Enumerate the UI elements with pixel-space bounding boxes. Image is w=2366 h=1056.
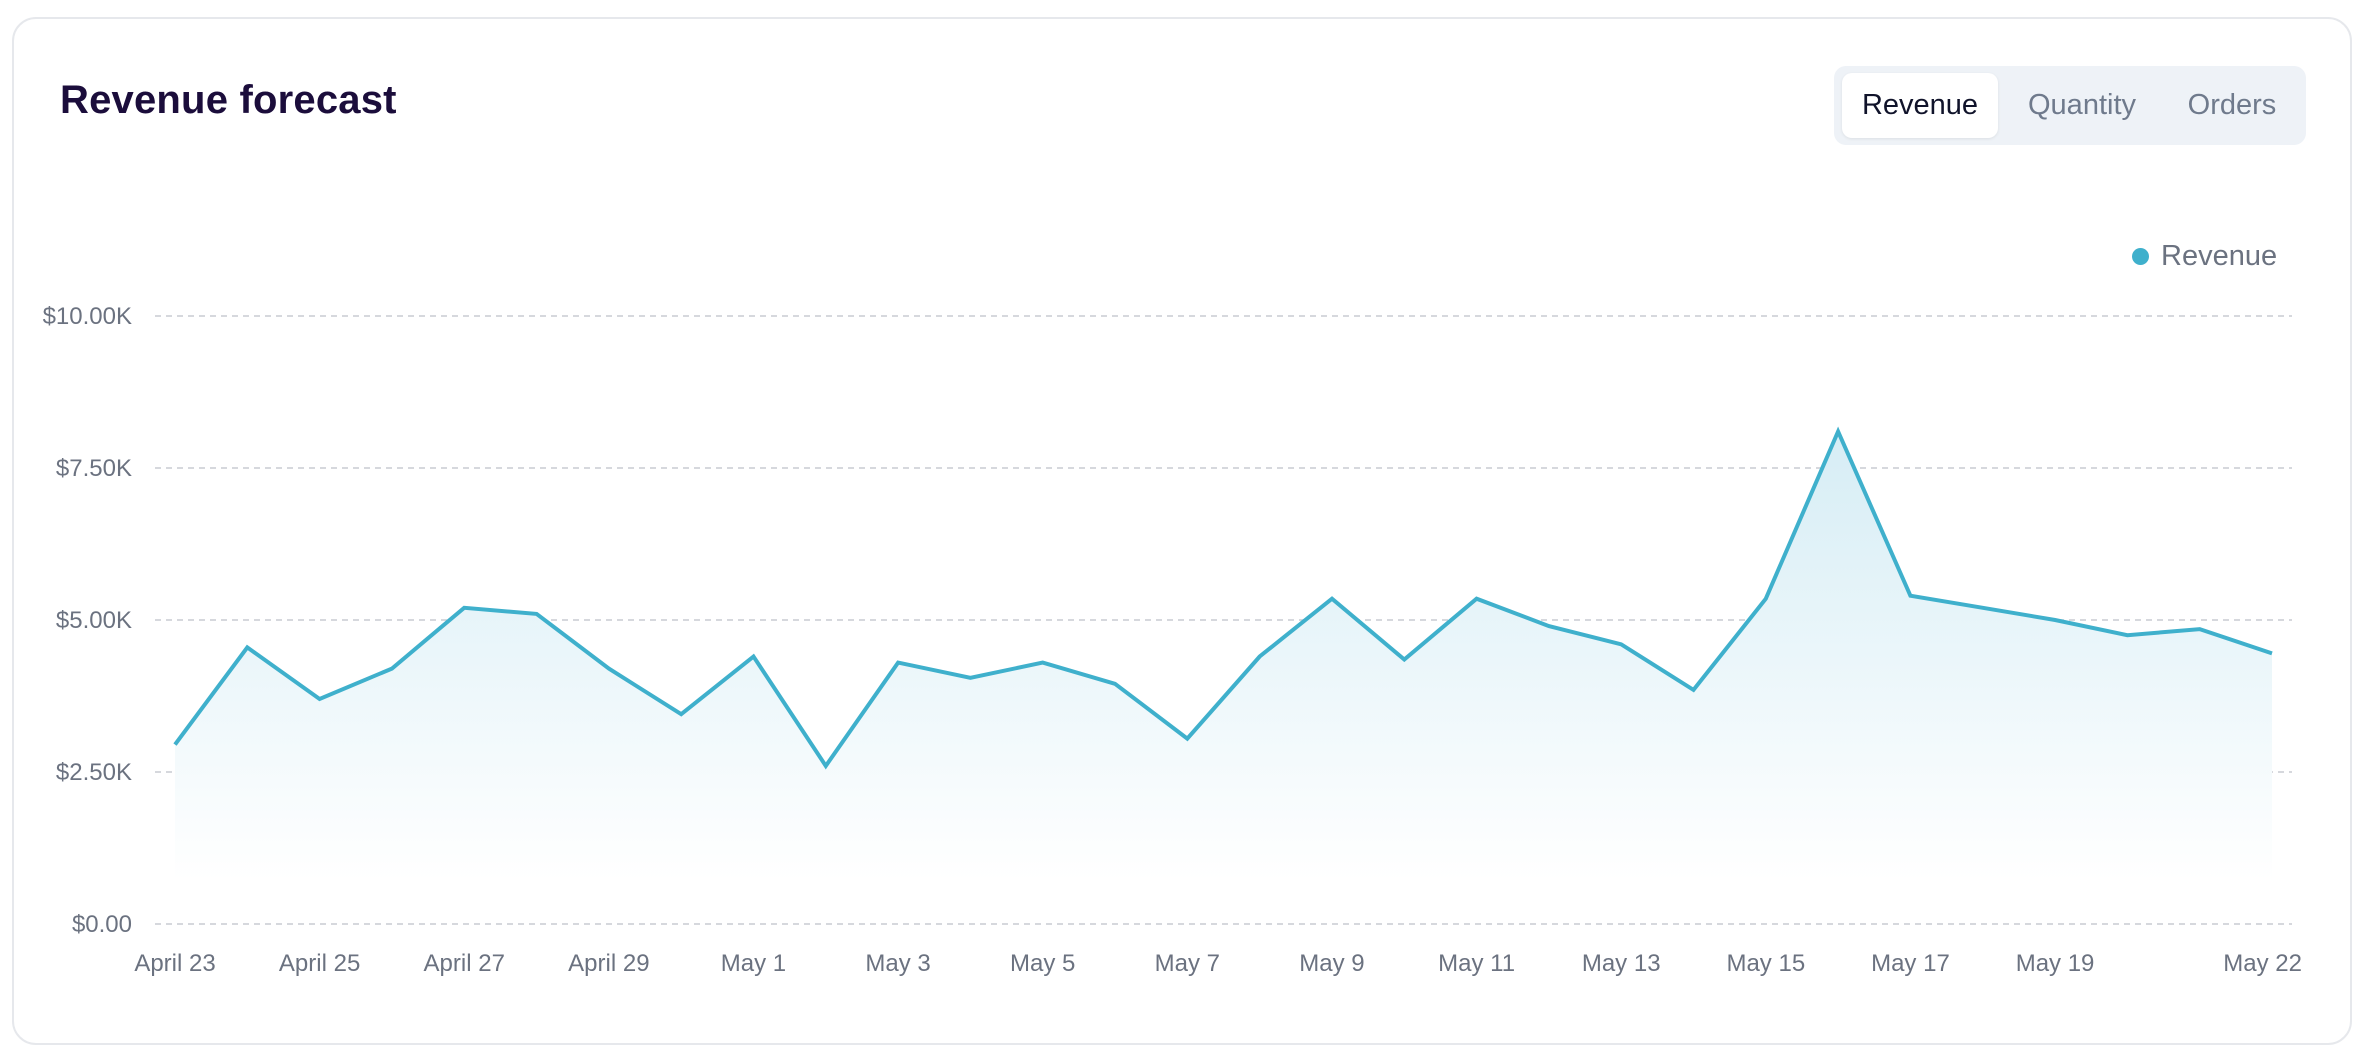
y-tick-label: $0.00 <box>72 911 132 938</box>
data-point[interactable] <box>1394 650 1414 670</box>
data-point[interactable] <box>165 735 185 755</box>
data-point[interactable] <box>1756 589 1776 609</box>
data-point[interactable] <box>1322 589 1342 609</box>
data-point[interactable] <box>1177 729 1197 749</box>
x-tick-label: May 5 <box>1010 950 1075 977</box>
data-point[interactable] <box>1611 634 1631 654</box>
data-point[interactable] <box>1033 653 1053 673</box>
data-point[interactable] <box>671 704 691 724</box>
data-point[interactable] <box>2190 619 2210 639</box>
y-tick-label: $2.50K <box>56 759 132 786</box>
data-point[interactable] <box>743 646 763 666</box>
data-point[interactable] <box>960 668 980 688</box>
data-point[interactable] <box>1828 422 1848 442</box>
data-point[interactable] <box>1973 598 1993 618</box>
x-tick-label: May 15 <box>1726 950 1805 977</box>
tab-revenue[interactable]: Revenue <box>1842 73 1998 138</box>
data-point[interactable] <box>1684 680 1704 700</box>
x-tick-label: April 23 <box>134 950 215 977</box>
x-tick-label: May 13 <box>1582 950 1661 977</box>
x-tick-label: May 19 <box>2016 950 2095 977</box>
x-tick-label: April 27 <box>424 950 505 977</box>
data-point[interactable] <box>1900 586 1920 606</box>
data-point[interactable] <box>382 659 402 679</box>
x-tick-label: May 11 <box>1438 950 1515 977</box>
legend-swatch <box>2132 247 2149 265</box>
data-point[interactable] <box>2045 610 2065 630</box>
y-tick-label: $5.00K <box>56 607 132 634</box>
tab-orders[interactable]: Orders <box>2187 89 2277 121</box>
data-point[interactable] <box>2117 625 2137 645</box>
tab-quantity[interactable]: Quantity <box>2028 89 2136 121</box>
data-point[interactable] <box>1250 646 1270 666</box>
x-tick-label: May 22 <box>2223 950 2302 977</box>
x-tick-label: May 7 <box>1155 950 1220 977</box>
chart-legend: Revenue <box>2132 236 2277 276</box>
data-point[interactable] <box>888 653 908 673</box>
metric-tab-group: Revenue Quantity Orders <box>1834 66 2306 145</box>
data-point[interactable] <box>310 689 330 709</box>
data-point[interactable] <box>527 604 547 624</box>
x-tick-label: May 9 <box>1299 950 1364 977</box>
data-point[interactable] <box>1105 674 1125 694</box>
revenue-series-line <box>173 426 2273 770</box>
data-point[interactable] <box>237 637 257 657</box>
card-title: Revenue forecast <box>60 78 397 122</box>
y-tick-label: $7.50K <box>56 455 132 482</box>
x-tick-label: April 29 <box>568 950 649 977</box>
data-point[interactable] <box>2262 643 2282 663</box>
x-tick-label: May 3 <box>865 950 930 977</box>
data-point[interactable] <box>454 598 474 618</box>
revenue-area-fill <box>175 431 2272 880</box>
data-point[interactable] <box>1467 589 1487 609</box>
x-tick-label: May 1 <box>721 950 786 977</box>
y-tick-label: $10.00K <box>43 303 132 330</box>
data-point[interactable] <box>816 756 836 776</box>
x-tick-label: May 17 <box>1871 950 1950 977</box>
data-point[interactable] <box>599 659 619 679</box>
x-tick-label: April 25 <box>279 950 360 977</box>
data-point[interactable] <box>1539 616 1559 636</box>
legend-label-revenue: Revenue <box>2161 239 2278 272</box>
